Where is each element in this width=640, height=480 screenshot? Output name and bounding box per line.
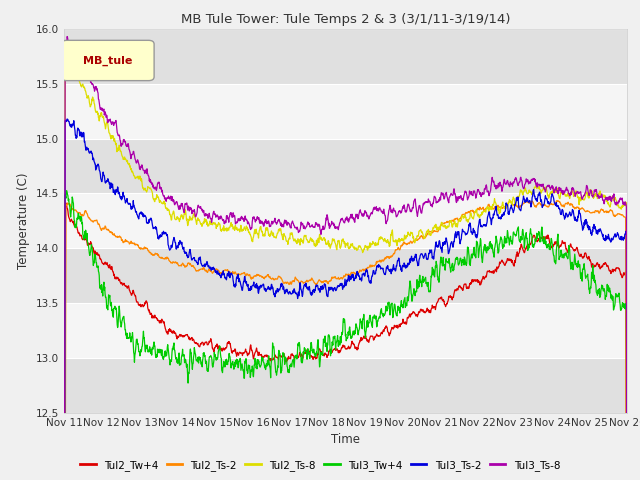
Bar bbox=[64, 29, 627, 84]
Bar bbox=[64, 358, 627, 413]
Bar bbox=[64, 193, 627, 248]
Y-axis label: Temperature (C): Temperature (C) bbox=[17, 172, 30, 269]
Bar bbox=[64, 84, 627, 139]
FancyBboxPatch shape bbox=[61, 40, 154, 81]
Bar bbox=[64, 248, 627, 303]
Bar bbox=[64, 139, 627, 193]
Text: MB_tule: MB_tule bbox=[83, 56, 132, 66]
X-axis label: Time: Time bbox=[331, 433, 360, 446]
Bar bbox=[64, 303, 627, 358]
Legend: Tul2_Tw+4, Tul2_Ts-2, Tul2_Ts-8, Tul3_Tw+4, Tul3_Ts-2, Tul3_Ts-8: Tul2_Tw+4, Tul2_Ts-2, Tul2_Ts-8, Tul3_Tw… bbox=[76, 456, 564, 475]
Title: MB Tule Tower: Tule Temps 2 & 3 (3/1/11-3/19/14): MB Tule Tower: Tule Temps 2 & 3 (3/1/11-… bbox=[181, 13, 510, 26]
